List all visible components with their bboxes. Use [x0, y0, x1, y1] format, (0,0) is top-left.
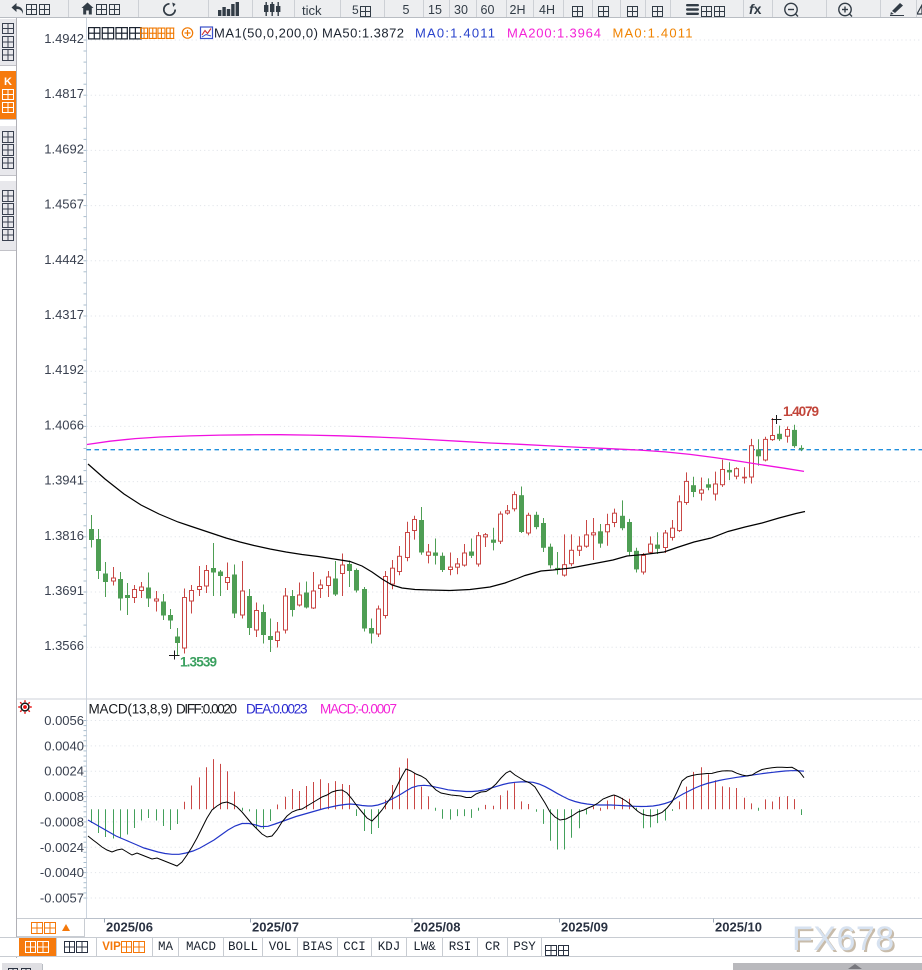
- svg-text:1.4692: 1.4692: [44, 141, 84, 156]
- svg-text:-0.0008: -0.0008: [40, 814, 84, 829]
- svg-text:1.4192: 1.4192: [44, 362, 84, 377]
- svg-text:MACD(13,8,9): MACD(13,8,9): [89, 702, 173, 717]
- svg-text:1.4079: 1.4079: [783, 404, 819, 419]
- svg-text:DIFF:0.0020: DIFF:0.0020: [176, 702, 237, 717]
- svg-text:1.4567: 1.4567: [44, 197, 84, 212]
- svg-text:0.0008: 0.0008: [44, 789, 84, 804]
- svg-text:0.0024: 0.0024: [44, 764, 84, 779]
- svg-text:1.4317: 1.4317: [44, 307, 84, 322]
- svg-text:1.4942: 1.4942: [44, 31, 84, 46]
- svg-text:1.3539: 1.3539: [180, 655, 217, 670]
- svg-text:-0.0040: -0.0040: [40, 865, 84, 880]
- svg-text:1.3816: 1.3816: [44, 528, 84, 543]
- svg-text:MA1(50,0,200,0): MA1(50,0,200,0): [214, 26, 318, 41]
- svg-text:2025/08: 2025/08: [414, 920, 461, 935]
- svg-text:MA50:1.3872: MA50:1.3872: [322, 26, 404, 41]
- svg-text:2025/07: 2025/07: [252, 920, 299, 935]
- svg-text:2025/06: 2025/06: [106, 920, 153, 935]
- svg-text:1.3941: 1.3941: [44, 473, 84, 488]
- svg-text:0.0040: 0.0040: [44, 738, 84, 753]
- svg-text:MA0:1.4011: MA0:1.4011: [415, 26, 495, 41]
- svg-text:1.4817: 1.4817: [44, 86, 84, 101]
- svg-text:0.0056: 0.0056: [44, 713, 84, 728]
- svg-text:1.4442: 1.4442: [44, 252, 84, 267]
- svg-text:-0.0057: -0.0057: [40, 891, 84, 906]
- svg-text:MA0:1.4011: MA0:1.4011: [613, 26, 693, 41]
- svg-text:2025/09: 2025/09: [561, 920, 608, 935]
- svg-text:2025/10: 2025/10: [715, 920, 762, 935]
- svg-text:MACD:-0.0007: MACD:-0.0007: [320, 702, 397, 717]
- svg-text:-0.0024: -0.0024: [40, 840, 84, 855]
- svg-text:1.3566: 1.3566: [44, 638, 84, 653]
- svg-text:DEA:0.0023: DEA:0.0023: [246, 702, 308, 717]
- svg-text:1.4066: 1.4066: [44, 417, 84, 432]
- svg-text:MA200:1.3964: MA200:1.3964: [507, 26, 601, 41]
- svg-text:1.3691: 1.3691: [44, 583, 84, 598]
